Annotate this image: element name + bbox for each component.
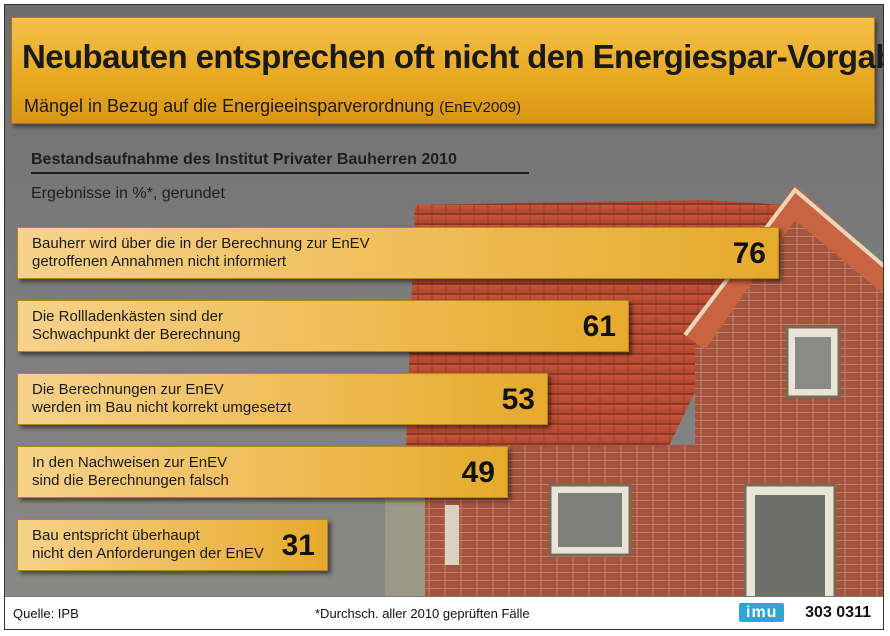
bar-3: Die Berechnungen zur EnEV werden im Bau … <box>17 373 548 425</box>
bar-label: Die Berechnungen zur EnEV werden im Bau … <box>32 381 292 416</box>
bar-value-label: 31 <box>281 529 315 562</box>
bar-label: Bauherr wird über die in der Berechnung … <box>32 235 370 270</box>
section-title: Bestandsaufnahme des Institut Privater B… <box>31 151 529 174</box>
bar-value-label: 53 <box>501 383 535 416</box>
gable-roof-edge <box>685 185 883 350</box>
bar-value-label: 61 <box>582 310 616 343</box>
subtitle-text: Mängel in Bezug auf die Energieeinsparve… <box>24 96 435 116</box>
wall-pipe <box>445 505 459 565</box>
bar-label: Bau entspricht überhaupt nicht den Anfor… <box>32 527 264 562</box>
window-upper-glass <box>795 337 831 389</box>
roof-trim <box>683 187 883 337</box>
chart-subtitle: Mängel in Bezug auf die Energieeinsparve… <box>24 96 521 117</box>
chart-title: Neubauten entsprechen oft nicht den Ener… <box>22 38 884 75</box>
window-lower-glass <box>558 493 622 547</box>
imu-logo: imu <box>739 603 785 622</box>
graphic-code: 303 0311 <box>805 604 871 621</box>
title-banner: Neubauten entsprechen oft nicht den Ener… <box>11 17 883 124</box>
infographic-frame: Neubauten entsprechen oft nicht den Ener… <box>4 4 884 630</box>
door-window-glass <box>755 495 825 599</box>
bar-4: In den Nachweisen zur EnEV sind die Bere… <box>17 446 508 498</box>
footnote: *Durchsch. aller 2010 geprüften Fälle <box>315 606 530 621</box>
subtitle-small: (EnEV2009) <box>439 99 522 116</box>
bar-label: Die Rollladenkästen sind der Schwachpunk… <box>32 308 241 343</box>
section-subtitle: Ergebnisse in %*, gerundet <box>31 185 225 202</box>
bar-value-label: 76 <box>732 237 766 270</box>
bar-2: Die Rollladenkästen sind der Schwachpunk… <box>17 300 629 352</box>
source-note: Quelle: IPB <box>13 606 79 621</box>
bar-label: In den Nachweisen zur EnEV sind die Bere… <box>32 454 229 489</box>
footer: Quelle: IPB *Durchsch. aller 2010 geprüf… <box>5 596 883 629</box>
bar-value-label: 49 <box>461 456 495 489</box>
bar-5: Bau entspricht überhaupt nicht den Anfor… <box>17 519 328 571</box>
bar-1: Bauherr wird über die in der Berechnung … <box>17 227 779 279</box>
